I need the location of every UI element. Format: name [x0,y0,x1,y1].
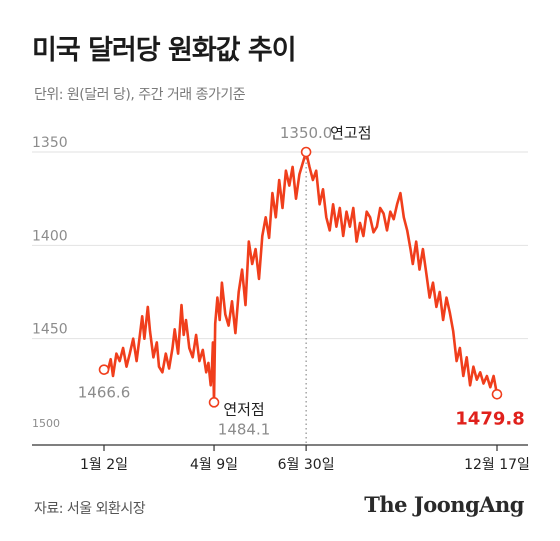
annotation-value: 1350.0 [280,124,333,142]
y-tick-label: 1400 [32,228,68,244]
chart-subtitle: 단위: 원(달러 당), 주간 거래 종가기준 [34,87,246,103]
source-note: 자료: 서울 외환시장 [34,501,146,517]
annotation-value: 1484.1 [218,420,271,438]
annotation-marker [300,146,312,158]
annotation-marker [491,388,503,400]
annotation-label: 연저점 [223,400,264,418]
annotation-marker [98,364,110,375]
y-tick-label: 1450 [32,322,68,338]
annotation-value: 1466.6 [78,384,131,402]
line-chart: 1350 1400 1450 1500 1월 2일 4월 9일 6월 30일 12월 17일 1… [32,124,530,473]
y-tick-label: 1500 [32,417,60,430]
y-tick-label: 1350 [32,135,68,151]
x-tick-label: 1월 2일 [80,457,128,473]
series-line [102,150,499,404]
x-tick-label: 4월 9일 [190,457,238,473]
brand-logo: The JoongAng [364,492,524,517]
x-tick-label: 6월 30일 [278,457,335,473]
annotation-label: 연고점 [330,124,371,142]
page-title: 미국 달러당 원화값 추이 [32,35,297,66]
annotation-value: 1479.8 [455,408,524,429]
x-tick-label: 12월 17일 [464,457,530,473]
annotation-marker [208,397,220,408]
